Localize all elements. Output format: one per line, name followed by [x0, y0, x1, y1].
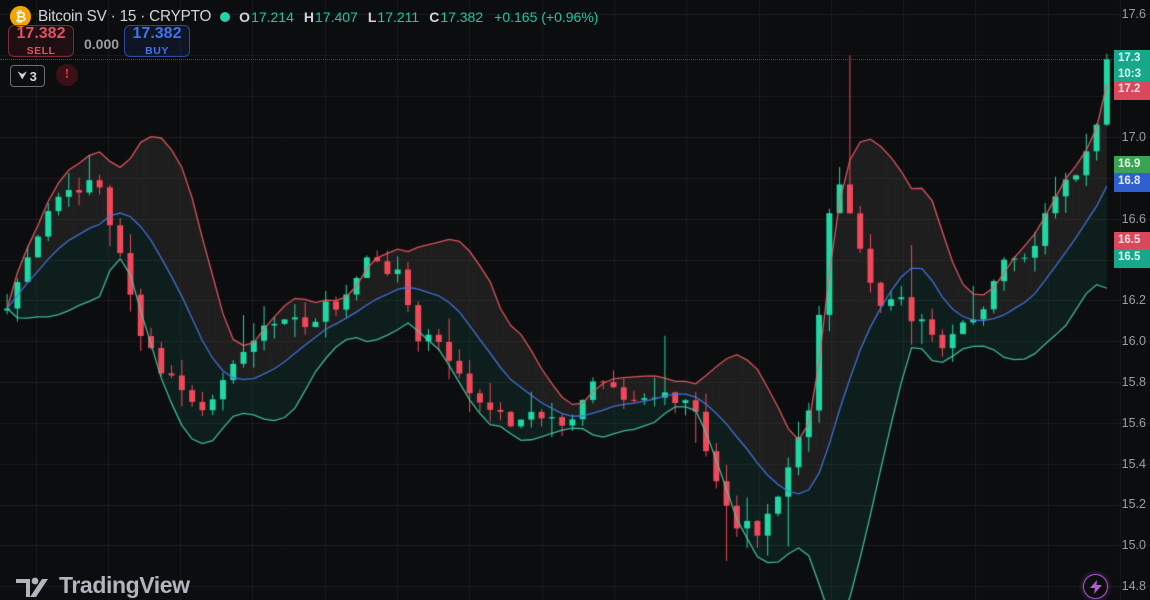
svg-text:₿: ₿: [15, 9, 26, 24]
